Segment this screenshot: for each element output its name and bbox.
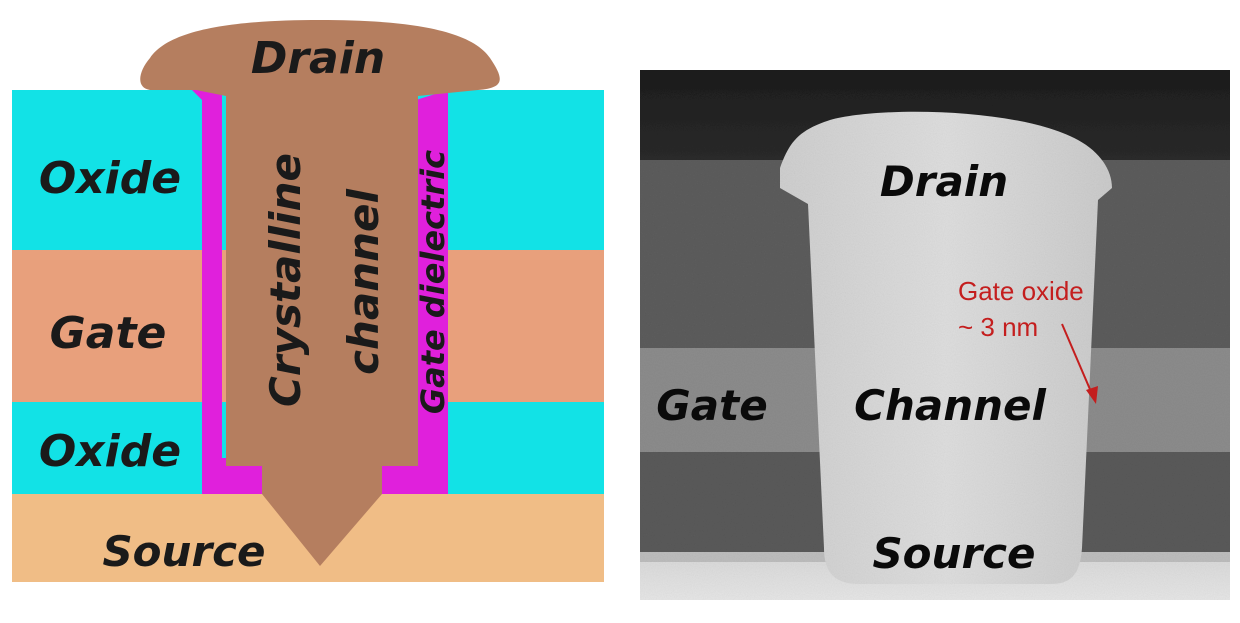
schematic-gate-label: Gate (50, 308, 167, 359)
annotation-arrow (1061, 323, 1098, 404)
channel-label: channel (339, 188, 388, 374)
micrograph-channel-label: Channel (854, 381, 1046, 430)
micrograph-gate-label: Gate (656, 381, 767, 430)
channel-body (140, 20, 500, 566)
gate-oxide-thickness: ~ 3 nm (958, 312, 1038, 342)
crystalline-label: Crystalline (261, 153, 310, 407)
gate-oxide-annotation: Gate oxide (958, 276, 1084, 306)
micrograph-drain-label: Drain (880, 157, 1008, 206)
schematic-oxide-bottom-label: Oxide (39, 426, 181, 477)
micrograph-labels: Drain Gate Channel Source Gate oxide ~ 3… (656, 157, 1098, 578)
schematic-drain-label: Drain (251, 33, 385, 84)
schematic-panel: Drain Oxide Gate Oxide Source Crystallin… (12, 20, 604, 582)
schematic-source-label: Source (102, 527, 265, 576)
micrograph-pillar (780, 111, 1112, 584)
micrograph-source-label: Source (872, 529, 1035, 578)
schematic-oxide-top-label: Oxide (39, 153, 181, 204)
gate-dielectric-left (192, 90, 262, 494)
gate-dielectric-right (378, 90, 448, 494)
gate-dielectric-label: Gate dielectric (414, 150, 452, 414)
micrograph-panel (640, 70, 1230, 600)
